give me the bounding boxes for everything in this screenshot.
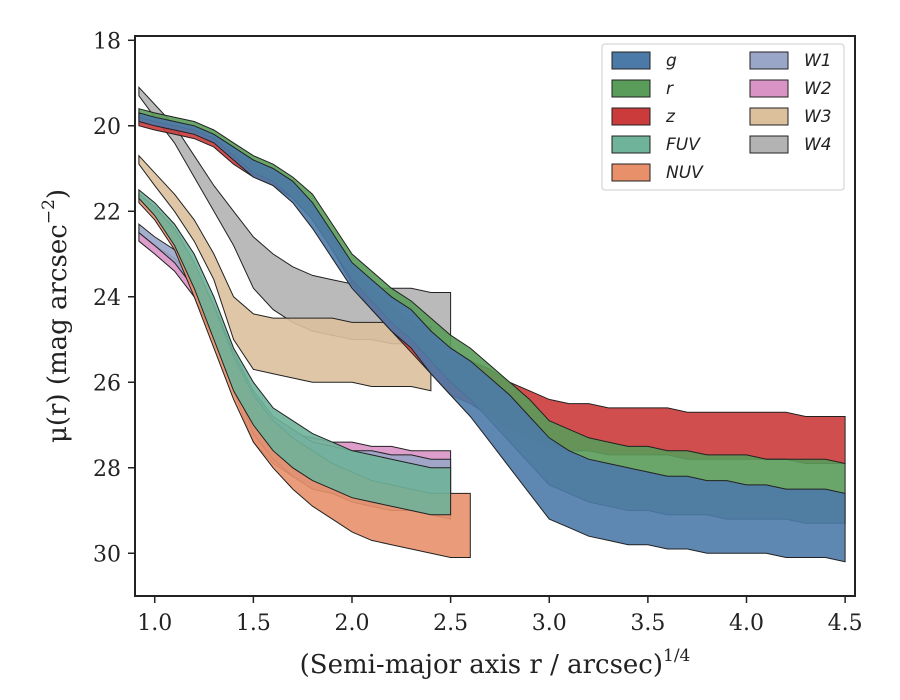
legend-label-w1: W1: [804, 51, 832, 71]
series-layer: [138, 86, 846, 563]
legend-label-r: r: [666, 79, 674, 99]
legend-label-z: z: [665, 107, 676, 127]
legend-swatch-r: [611, 79, 651, 98]
legend-label-w4: W4: [804, 135, 832, 155]
y-axis: 18 20 22 24 26 28 30: [93, 29, 135, 567]
y-tick-label: 18: [93, 29, 121, 54]
x-tick-label: 4.5: [828, 611, 863, 636]
legend-swatch-w1: [749, 51, 789, 70]
plot-frame: [134, 35, 856, 597]
legend-swatch-g: [611, 51, 651, 70]
y-tick-label: 30: [93, 542, 121, 567]
x-axis-label-exponent: 1/4: [663, 646, 690, 666]
legend-label-w2: W2: [804, 79, 832, 99]
legend-swatch-z: [611, 107, 651, 126]
y-tick-label: 22: [93, 200, 121, 225]
x-tick-label: 3.5: [630, 611, 665, 636]
x-tick-label: 2.0: [334, 611, 369, 636]
y-tick-label: 26: [93, 371, 121, 396]
legend-swatch-nuv: [611, 163, 651, 182]
y-axis-label-exponent: −2: [39, 199, 59, 224]
x-tick-label: 3.0: [532, 611, 567, 636]
legend-swatch-w4: [749, 135, 789, 154]
y-tick-label: 24: [93, 286, 121, 311]
x-tick-label: 1.0: [137, 611, 172, 636]
x-tick-label: 4.0: [729, 611, 764, 636]
y-tick-label: 20: [93, 115, 121, 140]
legend-label-g: g: [666, 51, 677, 71]
series-band-g: [138, 112, 846, 563]
x-tick-label: 2.5: [433, 611, 468, 636]
series-band-fuv: [138, 188, 452, 516]
legend-label-fuv: FUV: [666, 135, 701, 155]
y-tick-label: 28: [93, 457, 121, 482]
legend-swatch-fuv: [611, 135, 651, 154]
x-axis-label: (Semi-major axis r / arcsec)1/4: [300, 646, 691, 680]
series-band-w3: [138, 154, 432, 392]
y-axis-label-text: μ(r) (mag arcsec: [43, 224, 73, 443]
y-axis-label-close: ): [43, 189, 73, 199]
legend-label-nuv: NUV: [666, 163, 704, 183]
legend-swatch-w2: [749, 79, 789, 98]
x-axis: 1.0 1.5 2.0 2.5 3.0 3.5 4.0 4.5: [137, 596, 863, 636]
legend-swatch-w3: [749, 107, 789, 126]
legend: grz FUV NUV W1 W2 W3 W4: [601, 43, 845, 191]
legend-label-w3: W3: [804, 107, 832, 127]
y-axis-label: μ(r) (mag arcsec−2): [39, 189, 73, 443]
x-tick-label: 1.5: [236, 611, 271, 636]
x-axis-label-text: (Semi-major axis r / arcsec): [300, 650, 663, 680]
